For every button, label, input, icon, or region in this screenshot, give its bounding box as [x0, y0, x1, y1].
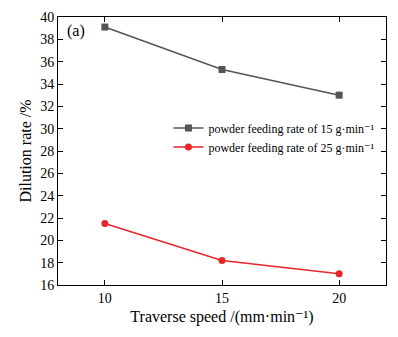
svg-text:powder feeding rate of 25 g·mi: powder feeding rate of 25 g·min⁻¹	[208, 141, 374, 155]
svg-text:24: 24	[40, 189, 54, 204]
svg-text:26: 26	[40, 166, 54, 181]
svg-text:38: 38	[40, 32, 54, 47]
svg-text:powder feeding rate of 15 g·mi: powder feeding rate of 15 g·min⁻¹	[208, 122, 374, 136]
svg-text:(a): (a)	[67, 22, 85, 40]
svg-text:32: 32	[40, 99, 54, 114]
svg-text:30: 30	[40, 122, 54, 137]
svg-text:Dilution rate /%: Dilution rate /%	[17, 99, 34, 202]
svg-text:34: 34	[40, 77, 54, 92]
svg-text:Traverse speed /(mm·min⁻¹): Traverse speed /(mm·min⁻¹)	[130, 308, 313, 326]
svg-text:10: 10	[98, 291, 112, 306]
svg-text:15: 15	[215, 291, 229, 306]
svg-text:40: 40	[40, 10, 54, 25]
svg-text:20: 20	[332, 291, 346, 306]
svg-text:16: 16	[40, 278, 54, 293]
svg-text:18: 18	[40, 256, 54, 271]
svg-text:28: 28	[40, 144, 54, 159]
svg-text:20: 20	[40, 233, 54, 248]
svg-text:22: 22	[40, 211, 54, 226]
svg-text:36: 36	[40, 55, 54, 70]
